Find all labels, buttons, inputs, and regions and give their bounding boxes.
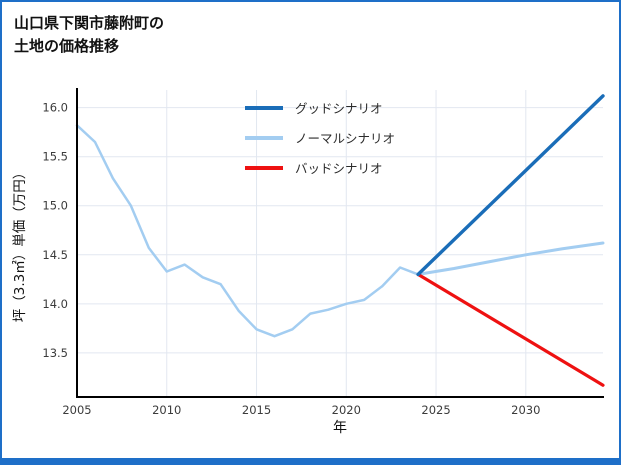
chart-title: 山口県下関市藤附町の 土地の価格推移 (14, 12, 164, 59)
gridlines (76, 90, 603, 397)
legend-item-normal[interactable]: ノーマルシナリオ (245, 128, 395, 147)
y-tick-label: 14.0 (42, 297, 68, 311)
legend-label: グッドシナリオ (295, 101, 383, 116)
chart-canvas: 2005 2010 2015 2020 2025 2030 13.5 14.0 14.5 15.… (12, 88, 605, 436)
x-tick-label: 2015 (242, 403, 271, 417)
legend-label: ノーマルシナリオ (295, 131, 396, 146)
chart-legend: グッドシナリオ ノーマルシナリオ バッドシナリオ (245, 98, 395, 177)
y-tick-label: 15.0 (42, 199, 68, 213)
x-tick-label: 2025 (421, 403, 450, 417)
legend-swatch-normal (245, 135, 283, 140)
y-tick-labels: 13.5 14.0 14.5 15.0 15.5 16.0 (42, 101, 68, 360)
legend-item-bad[interactable]: バッドシナリオ (245, 158, 395, 177)
y-tick-label: 16.0 (42, 101, 68, 115)
y-tick-label: 14.5 (42, 248, 68, 262)
series-line-historical (75, 124, 420, 338)
series-line-normal (416, 241, 605, 276)
legend-swatch-good (245, 105, 283, 110)
x-tick-label: 2010 (152, 403, 181, 417)
y-tick-label: 15.5 (42, 150, 68, 164)
x-axis-label: 年 (333, 420, 347, 436)
y-tick-label: 13.5 (42, 346, 68, 360)
series-lines (75, 94, 605, 387)
y-axis-label: 坪（3.3㎡）単価（万円） (12, 166, 28, 322)
chart-title-line1: 山口県下関市藤附町の (14, 14, 165, 32)
legend-item-good[interactable]: グッドシナリオ (245, 98, 395, 117)
x-tick-labels: 2005 2010 2015 2020 2025 2030 (62, 403, 540, 417)
x-tick-label: 2005 (62, 403, 91, 417)
chart-title-line2: 土地の価格推移 (14, 37, 120, 56)
x-tick-label: 2020 (332, 403, 361, 417)
legend-swatch-bad (245, 165, 283, 170)
legend-label: バッドシナリオ (295, 161, 383, 176)
series-line-good (416, 94, 605, 277)
series-line-bad (416, 272, 605, 387)
x-tick-label: 2030 (511, 403, 540, 417)
